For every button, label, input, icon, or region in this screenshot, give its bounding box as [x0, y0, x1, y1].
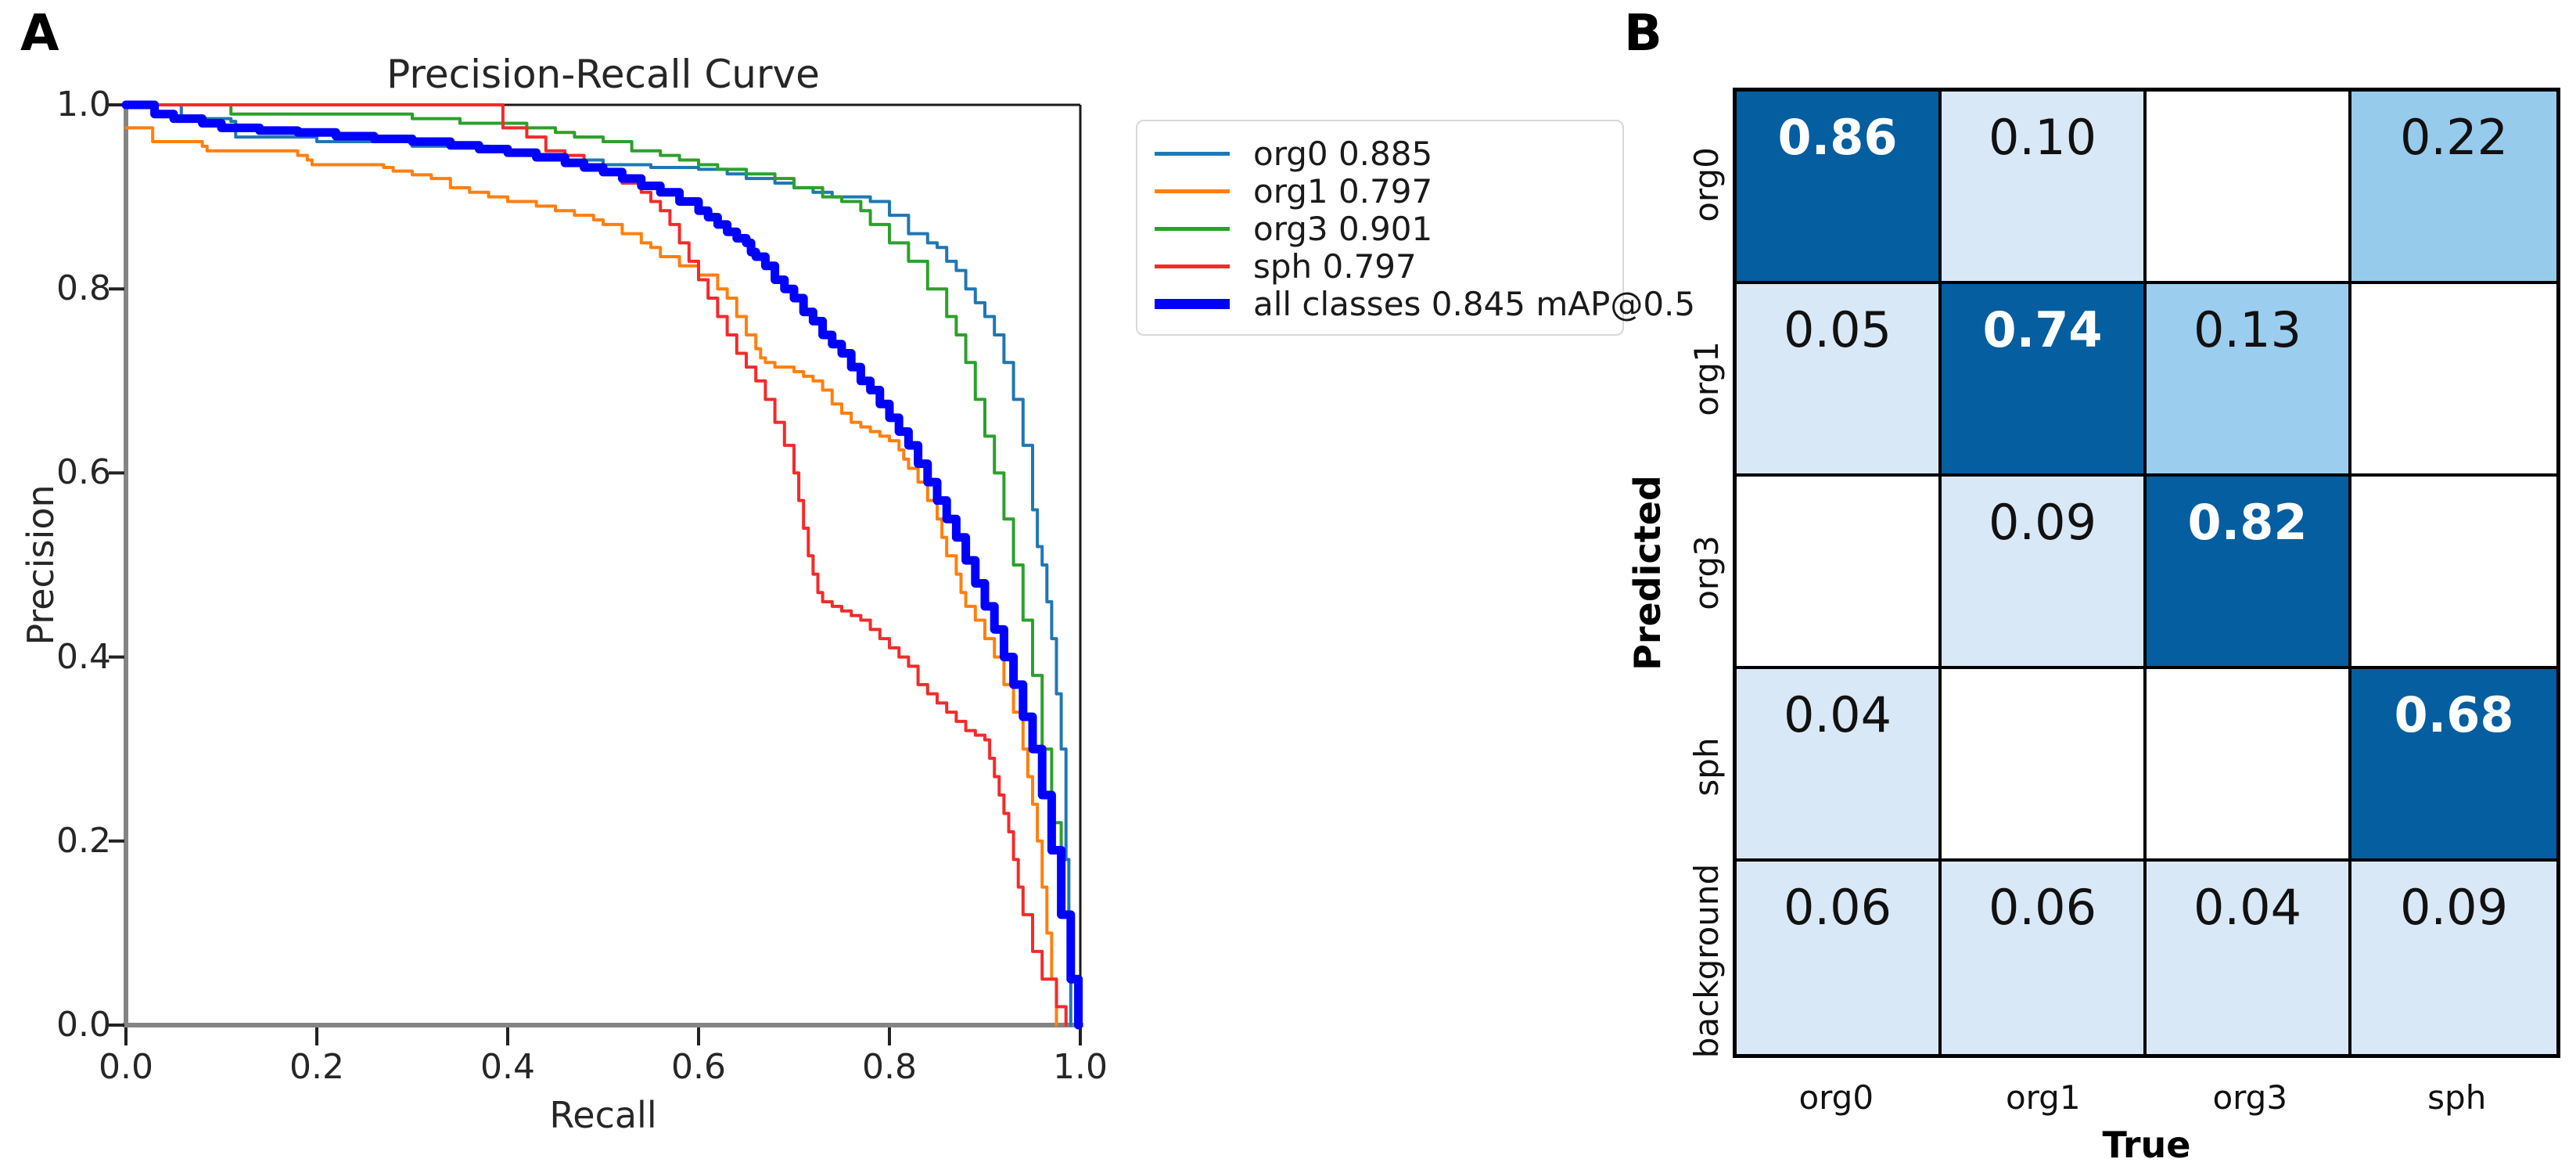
legend-item: org3 0.901 [1155, 209, 1602, 248]
cm-cell-value: 0.22 [2399, 109, 2509, 166]
pr-y-tick-label: 0.8 [56, 268, 111, 309]
pr-y-axis-label: Precision [20, 484, 62, 646]
legend-item: org0 0.885 [1155, 134, 1602, 173]
legend-line-swatch [1155, 264, 1230, 268]
legend-line-swatch [1155, 226, 1230, 231]
pr-y-tick-label: 0.4 [56, 636, 111, 677]
cm-cell-value: 0.10 [1988, 109, 2097, 166]
pr-x-tick-label: 1.0 [1053, 1047, 1108, 1087]
pr-series-all [121, 100, 1083, 1030]
panel-b-label: B [1624, 5, 1662, 63]
legend-item: sph 0.797 [1155, 246, 1602, 286]
cm-cell-background-sph: 0.09 [2351, 862, 2556, 1054]
cm-col-label-org3: org3 [2212, 1078, 2288, 1117]
pr-x-tick-label: 0.4 [480, 1047, 535, 1087]
cm-cell-value: 0.86 [1777, 109, 1898, 166]
pr-x-tick-label: 0.8 [862, 1047, 917, 1087]
pr-series-org1 [124, 126, 1058, 1027]
cm-row-label-org0: org0 [1687, 147, 1726, 222]
legend-label: all classes 0.845 mAP@0.5 [1253, 284, 1696, 323]
cm-cell-value: 0.13 [2193, 301, 2302, 358]
cm-cell-value: 0.74 [1982, 301, 2103, 358]
legend-label: org1 0.797 [1253, 171, 1433, 210]
cm-cell-org0-org1: 0.10 [1942, 92, 2147, 284]
cm-cell-background-org0: 0.06 [1737, 862, 1942, 1054]
legend-line-swatch [1155, 298, 1230, 309]
pr-x-axis-label: Recall [549, 1094, 657, 1136]
pr-series-sph [124, 103, 1068, 1027]
pr-y-tick-label: 0.2 [56, 820, 111, 861]
cm-cell-org3-org1: 0.09 [1942, 477, 2147, 669]
pr-chart-title: Precision-Recall Curve [386, 52, 820, 97]
cm-cell-org1-org3: 0.13 [2147, 284, 2351, 477]
cm-col-label-org1: org1 [2005, 1078, 2081, 1117]
cm-cell-value: 0.82 [2187, 494, 2308, 551]
pr-y-tick-label: 0.6 [56, 452, 111, 493]
cm-cell-value: 0.06 [1988, 879, 2097, 936]
cm-cell-org1-sph [2351, 284, 2556, 477]
cm-x-axis-label: True [2102, 1124, 2191, 1166]
pr-series-org3 [124, 103, 1080, 1027]
cm-cell-sph-sph: 0.68 [2351, 669, 2556, 862]
cm-cell-org3-org3: 0.82 [2147, 477, 2351, 669]
cm-cell-value: 0.06 [1783, 879, 1892, 936]
cm-y-axis-label: Predicted [1626, 475, 1669, 671]
legend-item: org1 0.797 [1155, 171, 1602, 210]
cm-col-label-org0: org0 [1798, 1078, 1874, 1117]
legend-line-swatch [1155, 189, 1230, 193]
pr-x-tick-label: 0.2 [289, 1047, 344, 1087]
cm-cell-value: 0.04 [2193, 879, 2302, 936]
cm-cell-org1-org0: 0.05 [1737, 284, 1942, 477]
pr-y-tick-label: 1.0 [56, 85, 111, 124]
cm-cell-sph-org0: 0.04 [1737, 669, 1942, 862]
pr-x-tick-label: 0.6 [671, 1047, 726, 1087]
cm-cell-value: 0.09 [2399, 879, 2509, 936]
legend-label: org3 0.901 [1253, 209, 1433, 248]
cm-cell-org3-org0 [1737, 477, 1942, 669]
pr-series-org0 [124, 103, 1072, 1027]
pr-x-tick-label: 0.0 [99, 1047, 153, 1087]
cm-row-label-org1: org1 [1687, 341, 1726, 416]
cm-cell-background-org3: 0.04 [2147, 862, 2351, 1054]
cm-cell-org0-sph: 0.22 [2351, 92, 2556, 284]
cm-cell-background-org1: 0.06 [1942, 862, 2147, 1054]
confusion-matrix-grid: 0.86 0.10 0.22 0.05 0.74 0.13 0.09 0.82 0.04 0.68… [1733, 88, 2560, 1058]
cm-cell-sph-org1 [1942, 669, 2147, 862]
legend-line-swatch [1155, 151, 1230, 156]
cm-cell-value: 0.04 [1783, 686, 1892, 743]
legend-item: all classes 0.845 mAP@0.5 [1155, 285, 1695, 323]
cm-cell-org0-org3 [2147, 92, 2351, 284]
cm-col-label-sph: sph [2427, 1078, 2487, 1117]
cm-cell-value: 0.09 [1988, 494, 2097, 551]
cm-cell-value: 0.05 [1783, 301, 1892, 358]
panel-a-label: A [20, 5, 59, 63]
legend-label: org0 0.885 [1253, 134, 1433, 173]
legend-label: sph 0.797 [1253, 246, 1417, 286]
cm-cell-org3-sph [2351, 477, 2556, 669]
pr-y-tick-label: 0.0 [56, 1005, 111, 1045]
cm-row-label-background: background [1687, 863, 1726, 1059]
cm-row-label-org3: org3 [1687, 535, 1726, 610]
cm-row-label-sph: sph [1687, 737, 1726, 797]
cm-cell-sph-org3 [2147, 669, 2351, 862]
cm-cell-value: 0.68 [2394, 686, 2514, 743]
pr-chart-plot-area [109, 100, 1083, 1045]
cm-cell-org1-org1: 0.74 [1942, 284, 2147, 477]
cm-cell-org0-org0: 0.86 [1737, 92, 1942, 284]
pr-legend-box: org0 0.885 org1 0.797 org3 0.901 sph 0.797 a… [1136, 120, 1695, 336]
